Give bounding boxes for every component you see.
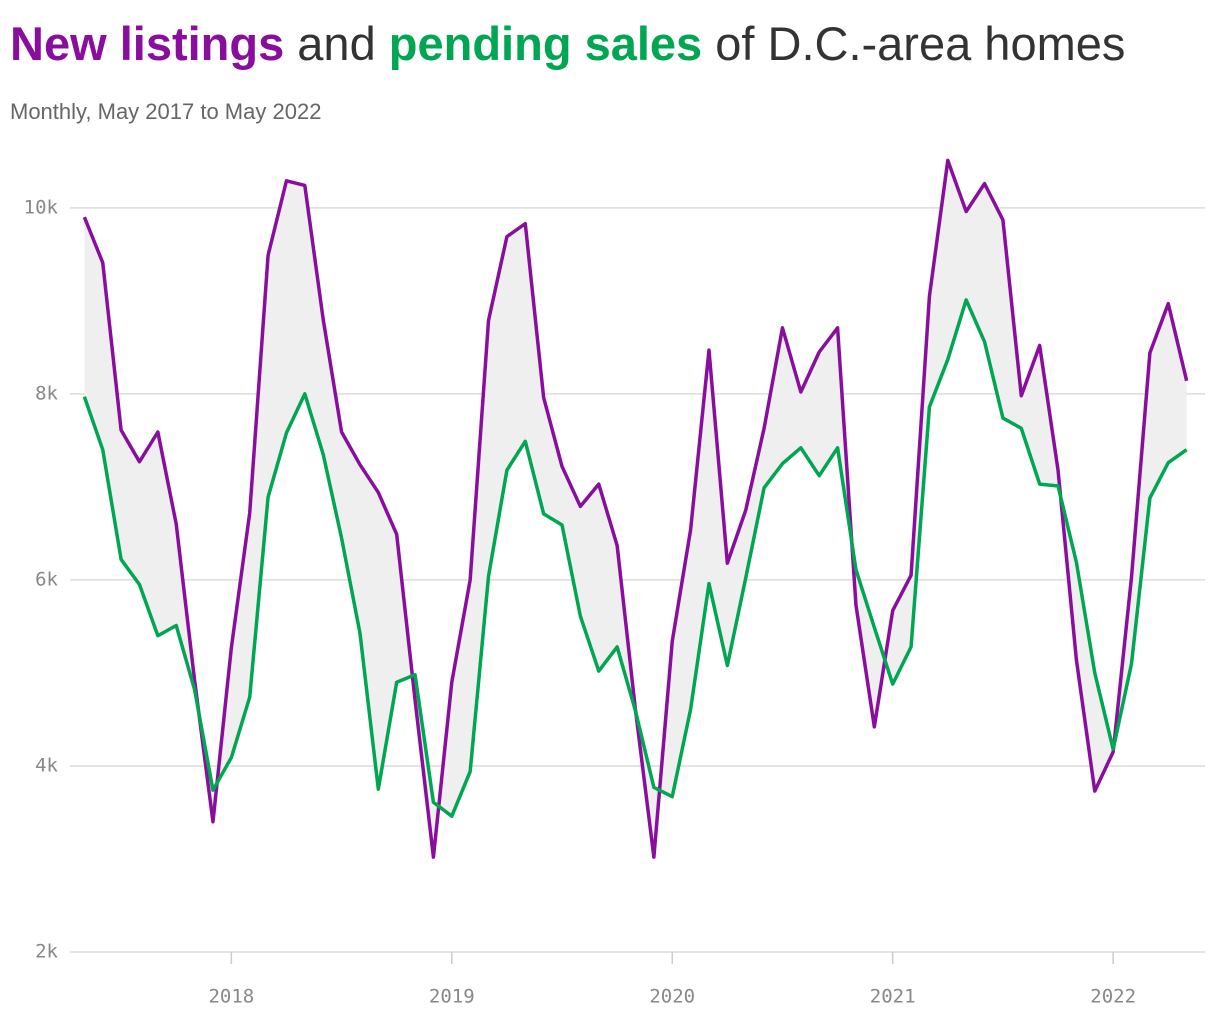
title-part: pending sales	[389, 17, 702, 70]
title-part: New listings	[10, 17, 284, 70]
series-line	[82, 158, 1189, 859]
x-tick-label: 2020	[649, 986, 695, 1008]
y-tick-label: 10k	[24, 196, 59, 218]
x-tick-label: 2018	[208, 986, 254, 1008]
y-tick-label: 2k	[35, 941, 58, 963]
y-tick-label: 4k	[35, 754, 58, 776]
series-line	[82, 298, 1188, 818]
chart-title: New listings and pending sales of D.C.-a…	[10, 17, 1125, 70]
x-tick-label: 2019	[429, 986, 475, 1008]
title-part: of D.C.-area homes	[715, 17, 1125, 70]
y-tick-label: 6k	[35, 568, 58, 590]
y-tick-label: 8k	[35, 382, 58, 404]
x-tick-label: 2022	[1090, 986, 1136, 1008]
x-tick-label: 2021	[870, 986, 916, 1008]
chart-subtitle: Monthly, May 2017 to May 2022	[10, 99, 321, 124]
title-part: and	[297, 17, 375, 70]
